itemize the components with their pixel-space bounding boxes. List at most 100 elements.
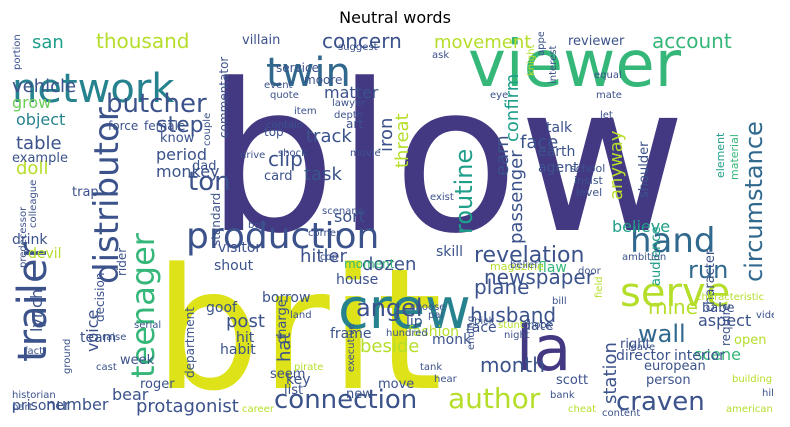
word-vehicle: vehicle xyxy=(12,76,76,97)
word-know: know xyxy=(160,131,195,146)
word-blow: blow xyxy=(206,41,686,279)
word-colleague: colleague xyxy=(28,180,39,228)
word-couple: couple xyxy=(202,113,213,146)
word-ending: ending xyxy=(466,316,477,350)
word-goof: goof xyxy=(206,300,238,316)
word-raise: raise xyxy=(102,332,126,343)
word-bank: bank xyxy=(550,390,575,401)
word-european: european xyxy=(644,359,706,374)
word-monk: monk xyxy=(432,332,472,348)
word-believe: believe xyxy=(612,217,670,236)
word-item: item xyxy=(294,106,317,117)
word-matter: matter xyxy=(324,83,379,102)
word-moore: moore xyxy=(304,73,342,87)
word-choose: choose xyxy=(410,302,445,313)
word-devil: devil xyxy=(28,246,62,262)
word-distributor: distributor xyxy=(87,107,127,284)
word-track: track xyxy=(306,126,352,147)
word-week: week xyxy=(120,353,155,368)
word-quote: quote xyxy=(270,90,299,101)
word-tank: tank xyxy=(420,362,442,373)
word-pirate: pirate xyxy=(294,362,323,373)
word-talk: talk xyxy=(546,120,573,136)
word-mine: mine xyxy=(648,295,698,319)
word-hat: hat xyxy=(274,333,295,363)
word-protagonist: protagonist xyxy=(136,396,239,417)
word-event: event xyxy=(264,80,293,91)
word-lynch: lynch xyxy=(27,289,46,332)
word-number: number xyxy=(46,395,109,414)
word-material: material xyxy=(728,134,741,180)
word-butcher: butcher xyxy=(106,89,207,119)
word-seem: seem xyxy=(270,367,305,382)
word-post: post xyxy=(226,311,265,332)
word-dad: dad xyxy=(192,159,216,174)
word-monkey: monkey xyxy=(156,162,220,181)
word-ask: ask xyxy=(432,50,449,61)
word-production: production xyxy=(186,216,379,257)
word-team: team xyxy=(80,330,116,346)
word-portion: portion xyxy=(12,34,23,70)
word-historian: historian xyxy=(12,390,56,401)
word-top: top xyxy=(264,125,284,139)
word-ton: ton xyxy=(188,167,231,197)
word-shout: shout xyxy=(214,258,254,274)
word-station: station xyxy=(600,342,621,404)
word-door: door xyxy=(578,266,602,277)
word-circumstance: circumstance xyxy=(740,121,768,282)
word-period: period xyxy=(156,145,207,164)
word-rider: rider xyxy=(115,248,129,276)
word-director: director xyxy=(616,348,671,364)
word-night: night xyxy=(504,330,530,341)
word-characteristic: characteristic xyxy=(696,292,764,303)
word-hit: hit xyxy=(236,330,255,346)
word-crew: crew xyxy=(338,277,471,342)
word-frame: frame xyxy=(330,326,372,342)
word-department: department xyxy=(183,307,197,378)
word-wall: wall xyxy=(638,320,686,348)
word-concern: concern xyxy=(322,32,402,53)
word-month: month xyxy=(480,353,545,377)
word-let: let xyxy=(600,110,613,121)
word-babe: babe xyxy=(702,301,734,316)
word-routine: routine xyxy=(450,149,478,234)
word-land: land xyxy=(290,310,312,321)
word-viewer: viewer xyxy=(468,32,682,102)
word-leave: leave xyxy=(628,342,655,353)
word-art: art xyxy=(346,117,363,131)
word-angel: angel xyxy=(356,294,423,322)
word-shoulder: shoulder xyxy=(637,141,652,198)
word-trailer: trailer xyxy=(10,242,56,362)
word-building: building xyxy=(732,374,772,385)
word-anyway: anyway xyxy=(606,130,627,200)
word-step: step xyxy=(156,113,204,138)
word-network: network xyxy=(12,66,175,112)
word-fashion: fashion xyxy=(408,324,459,340)
word-insist: insist xyxy=(574,174,604,187)
word-field: field xyxy=(594,276,605,298)
word-require: require xyxy=(719,303,733,346)
word-knight: knight xyxy=(526,44,537,76)
word-example: example xyxy=(12,151,68,166)
word-ambition: ambition xyxy=(622,252,666,263)
word-passenger: passenger xyxy=(506,150,527,244)
word-commentator: commentator xyxy=(217,57,231,138)
word-suggest: suggest xyxy=(338,42,378,53)
word-craven: craven xyxy=(616,387,705,417)
word-confirm: confirm xyxy=(502,74,523,142)
word-new: new xyxy=(346,387,373,402)
word-predecessor: predecessor xyxy=(18,206,29,268)
word-element: element xyxy=(714,132,727,178)
word-force: force xyxy=(108,119,138,133)
word-serve: serve xyxy=(620,270,730,316)
word-corner: corner xyxy=(308,228,341,239)
word-drink: drink xyxy=(12,232,48,248)
word-earn: earn xyxy=(492,135,513,176)
word-decision: decision xyxy=(93,273,107,322)
word-contain: contain xyxy=(266,120,303,131)
word-move: move xyxy=(378,377,414,392)
word-card: card xyxy=(264,169,292,184)
word-hand: hand xyxy=(630,221,716,261)
word-agent: agent xyxy=(538,160,579,176)
